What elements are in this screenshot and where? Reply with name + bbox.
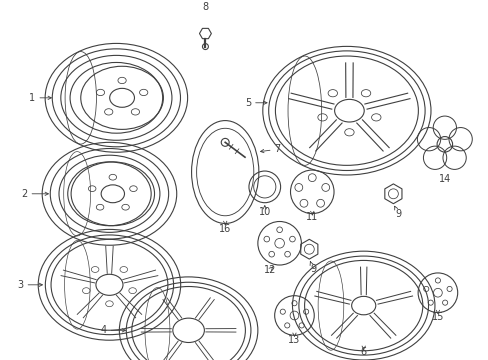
Text: 7: 7 xyxy=(274,144,280,154)
Text: 3: 3 xyxy=(17,280,23,290)
Text: 13: 13 xyxy=(288,335,300,345)
Text: 9: 9 xyxy=(309,264,316,274)
Text: 4: 4 xyxy=(100,325,106,335)
Text: 15: 15 xyxy=(431,312,443,323)
Text: 10: 10 xyxy=(258,207,270,217)
Text: 6: 6 xyxy=(360,347,366,357)
Text: 12: 12 xyxy=(263,265,275,275)
Text: 1: 1 xyxy=(29,93,35,103)
Text: 8: 8 xyxy=(202,2,208,12)
Text: 9: 9 xyxy=(394,208,401,219)
Text: 16: 16 xyxy=(219,224,231,234)
Text: 11: 11 xyxy=(305,212,318,221)
Text: 5: 5 xyxy=(244,98,250,108)
Text: 14: 14 xyxy=(438,174,450,184)
Text: 2: 2 xyxy=(21,189,27,199)
